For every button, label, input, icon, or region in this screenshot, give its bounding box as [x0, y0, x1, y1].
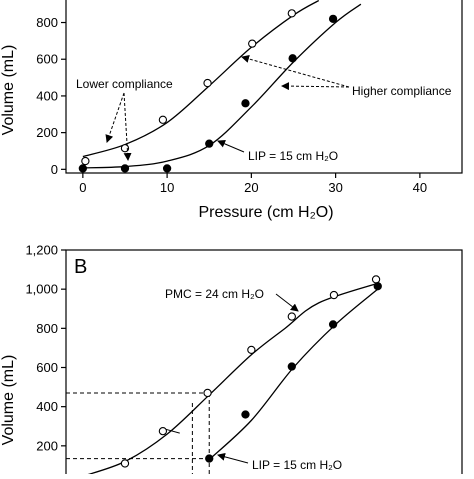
x-tick-label: 10	[160, 180, 174, 195]
open-data-point	[203, 78, 212, 88]
panel-b-letter: B	[74, 256, 87, 278]
lower-compliance-label: Lower compliance	[76, 77, 173, 91]
y-tick-label: 0	[51, 162, 58, 177]
open-data-point	[158, 115, 168, 124]
open-data-point	[247, 345, 256, 355]
pmc-label: PMC = 24 cm H₂O	[165, 287, 264, 301]
filled-data-point	[162, 164, 172, 173]
y-tick-label: 600	[36, 52, 58, 67]
panel-a-x-axis-title: Pressure (cm H₂O)	[198, 204, 333, 221]
y-tick-label: 200	[36, 438, 58, 453]
y-tick-label: 800	[36, 15, 58, 30]
open-data-point	[120, 459, 130, 468]
open-data-point	[329, 290, 339, 300]
panel-b-guides	[66, 392, 210, 479]
open-data-point	[81, 156, 90, 166]
x-tick-label: 20	[244, 180, 258, 195]
filled-data-point	[241, 410, 250, 419]
panel-a-y-axis: 0 200 400 600 800	[36, 15, 66, 177]
filled-data-point	[78, 164, 88, 173]
lower-compliance-arrow-1	[105, 92, 125, 143]
panel-b-frame	[65, 249, 463, 479]
panel-a-lip-arrow	[217, 140, 245, 153]
open-data-point	[287, 312, 296, 321]
higher-compliance-label: Higher compliance	[352, 84, 452, 98]
pmc-arrow	[275, 293, 299, 312]
y-tick-label: 400	[36, 399, 58, 414]
x-tick-label: 30	[328, 180, 342, 195]
open-data-point	[248, 39, 257, 48]
open-data-point	[287, 9, 296, 18]
filled-data-point	[241, 99, 250, 108]
panel-b-lip-label: LIP = 15 cm H₂O	[252, 458, 342, 472]
open-data-point	[203, 388, 212, 398]
y-tick-label: 800	[36, 321, 58, 336]
y-tick-label: 200	[36, 125, 58, 140]
y-tick-label: 400	[36, 88, 58, 103]
panel-b: B 200 400 600 800 1,000 1,200 Volume (mL) PMC…	[0, 243, 463, 479]
filled-data-point	[287, 362, 296, 371]
filled-data-point	[205, 454, 214, 463]
panel-a-y-axis-title: Volume (mL)	[0, 45, 17, 136]
filled-data-point	[328, 320, 338, 329]
open-series-curve	[82, 282, 378, 477]
panel-b-curves	[82, 282, 379, 477]
open-data-point	[371, 275, 381, 284]
panel-a-x-axis: 0 10 20 30 40	[79, 173, 427, 195]
panel-b-y-axis: 200 400 600 800 1,000 1,200	[25, 243, 66, 453]
lower-compliance-arrow-2	[123, 92, 132, 161]
filled-data-point	[288, 54, 297, 63]
filled-data-point	[120, 164, 130, 173]
y-tick-label: 1,200	[25, 243, 58, 258]
y-tick-label: 600	[36, 360, 58, 375]
panel-b-points	[79, 275, 382, 479]
x-tick-label: 40	[413, 180, 427, 195]
filled-data-point	[205, 139, 214, 148]
open-data-point	[120, 144, 130, 153]
panel-a-lip-label: LIP = 15 cm H₂O	[248, 149, 338, 163]
panel-b-y-axis-title: Volume (mL)	[0, 355, 17, 446]
panel-b-lip-arrow	[217, 452, 249, 464]
higher-compliance-arrow-2	[281, 82, 350, 91]
open-data-point	[158, 426, 168, 436]
filled-data-point	[373, 282, 382, 291]
filled-data-point	[328, 14, 338, 24]
panel-a-points	[78, 9, 338, 173]
x-tick-label: 0	[79, 180, 86, 195]
higher-compliance-arrow-1	[241, 55, 350, 88]
y-tick-label: 1,000	[25, 282, 58, 297]
panel-a-frame	[65, 0, 463, 174]
panel-a: 0 200 400 600 800 0 10 20 30 40 Volume (mL) Pres…	[0, 0, 463, 221]
guide-tangent-mark	[165, 428, 180, 434]
